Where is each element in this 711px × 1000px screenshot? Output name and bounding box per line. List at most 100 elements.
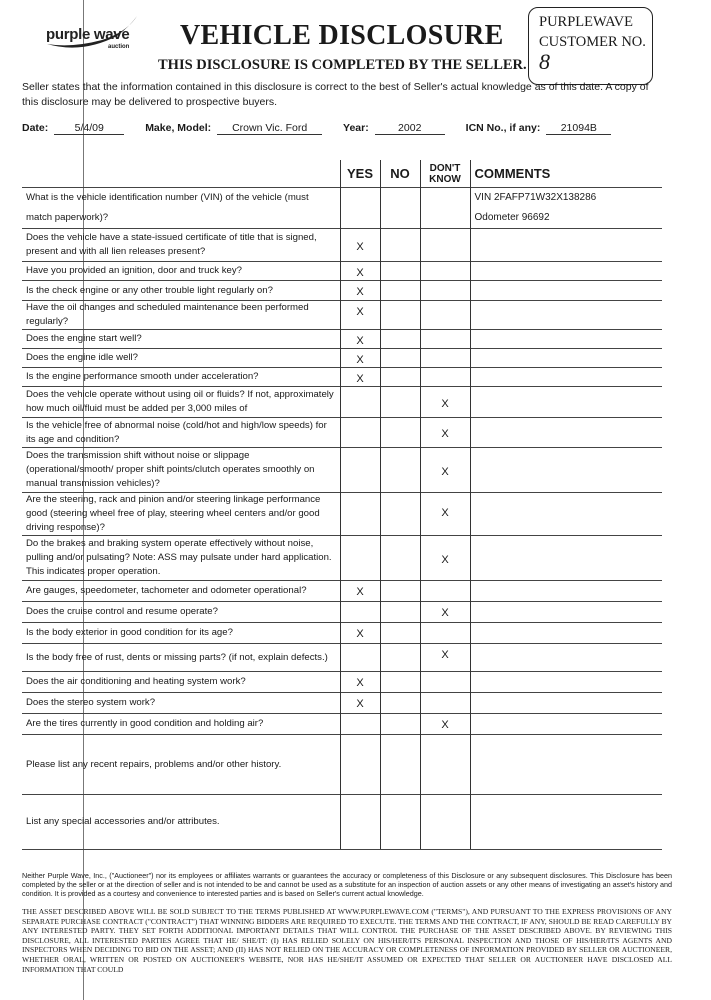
question-cell: Please list any recent repairs, problems…	[22, 734, 340, 795]
no-checkbox-cell[interactable]	[379, 187, 420, 229]
yes-checkbox-cell[interactable]	[339, 713, 380, 735]
dont-know-checkbox-cell[interactable]: X	[419, 713, 470, 735]
yes-checkbox-cell[interactable]	[339, 187, 380, 229]
yes-checkbox-cell[interactable]	[339, 601, 380, 623]
yes-checkbox-cell[interactable]: X	[339, 280, 380, 301]
no-checkbox-cell[interactable]	[379, 228, 420, 262]
comments-cell[interactable]	[469, 692, 662, 714]
no-checkbox-cell[interactable]	[379, 261, 420, 281]
comments-cell[interactable]	[469, 386, 662, 418]
table-row: Does the air conditioning and heating sy…	[22, 671, 662, 693]
no-checkbox-cell[interactable]	[379, 417, 420, 448]
no-checkbox-cell[interactable]	[379, 580, 420, 602]
comments-cell[interactable]	[469, 261, 662, 281]
dont-know-checkbox-cell[interactable]	[419, 794, 470, 850]
comments-cell[interactable]	[469, 671, 662, 693]
comments-cell[interactable]	[469, 329, 662, 349]
no-checkbox-cell[interactable]	[379, 300, 420, 330]
comments-cell[interactable]	[469, 280, 662, 301]
dont-know-checkbox-cell[interactable]	[419, 329, 470, 349]
comments-cell[interactable]	[469, 300, 662, 330]
no-checkbox-cell[interactable]	[379, 386, 420, 418]
yes-checkbox-cell[interactable]	[339, 417, 380, 448]
comments-cell[interactable]	[469, 228, 662, 262]
yes-checkbox-cell[interactable]	[339, 535, 380, 581]
yes-checkbox-cell[interactable]: X	[339, 329, 380, 349]
dont-know-checkbox-cell[interactable]	[419, 280, 470, 301]
dont-know-checkbox-cell[interactable]: X	[419, 492, 470, 536]
dont-know-checkbox-cell[interactable]	[419, 300, 470, 330]
comments-cell[interactable]	[469, 713, 662, 735]
yes-checkbox-cell[interactable]: X	[339, 692, 380, 714]
no-checkbox-cell[interactable]	[379, 601, 420, 623]
no-checkbox-cell[interactable]	[379, 492, 420, 536]
no-checkbox-cell[interactable]	[379, 447, 420, 493]
comments-cell[interactable]	[469, 643, 662, 672]
no-checkbox-cell[interactable]	[379, 535, 420, 581]
comments-cell[interactable]: VIN 2FAFP71W32X138286 Odometer 96692	[469, 187, 662, 229]
comments-cell[interactable]	[469, 367, 662, 387]
no-checkbox-cell[interactable]	[379, 692, 420, 714]
dont-know-checkbox-cell[interactable]	[419, 348, 470, 368]
yes-checkbox-cell[interactable]	[339, 447, 380, 493]
table-row: What is the vehicle identification numbe…	[22, 187, 662, 229]
dont-know-checkbox-cell[interactable]	[419, 692, 470, 714]
dont-know-checkbox-cell[interactable]	[419, 228, 470, 262]
comments-cell[interactable]	[469, 417, 662, 448]
yes-checkbox-cell[interactable]: X	[339, 622, 380, 644]
yes-checkbox-cell[interactable]	[339, 794, 380, 850]
no-checkbox-cell[interactable]	[379, 794, 420, 850]
make-model-field[interactable]: Crown Vic. Ford	[217, 122, 323, 135]
yes-checkbox-cell[interactable]: X	[339, 671, 380, 693]
no-checkbox-cell[interactable]	[379, 348, 420, 368]
no-checkbox-cell[interactable]	[379, 671, 420, 693]
comments-cell[interactable]	[469, 580, 662, 602]
no-checkbox-cell[interactable]	[379, 367, 420, 387]
yes-checkbox-cell[interactable]	[339, 492, 380, 536]
comments-cell[interactable]	[469, 535, 662, 581]
comments-cell[interactable]	[469, 622, 662, 644]
dont-know-checkbox-cell[interactable]	[419, 261, 470, 281]
question-cell: Does the engine idle well?	[22, 348, 340, 368]
no-checkbox-cell[interactable]	[379, 734, 420, 795]
comments-cell[interactable]	[469, 734, 662, 795]
no-checkbox-cell[interactable]	[379, 713, 420, 735]
yes-checkbox-cell[interactable]: X	[339, 580, 380, 602]
dont-know-checkbox-cell[interactable]	[419, 367, 470, 387]
icn-field[interactable]: 21094B	[546, 122, 612, 135]
yes-checkbox-cell[interactable]: X	[339, 367, 380, 387]
dont-know-checkbox-cell[interactable]: X	[419, 601, 470, 623]
dont-know-checkbox-cell[interactable]: X	[419, 535, 470, 581]
question-cell: Does the vehicle have a state-issued cer…	[22, 228, 340, 262]
no-checkbox-cell[interactable]	[379, 622, 420, 644]
yes-checkbox-cell[interactable]	[339, 734, 380, 795]
dont-know-checkbox-cell[interactable]	[419, 671, 470, 693]
year-field[interactable]: 2002	[374, 122, 445, 135]
dont-know-checkbox-cell[interactable]	[419, 734, 470, 795]
comments-cell[interactable]	[469, 447, 662, 493]
comments-cell[interactable]	[469, 492, 662, 536]
dont-know-checkbox-cell[interactable]	[419, 622, 470, 644]
dont-know-checkbox-cell[interactable]: X	[419, 417, 470, 448]
question-cell: Does the air conditioning and heating sy…	[22, 671, 340, 693]
date-field[interactable]: 5/4/09	[54, 122, 125, 135]
no-checkbox-cell[interactable]	[379, 280, 420, 301]
dont-know-checkbox-cell[interactable]: X	[419, 643, 470, 672]
yes-checkbox-cell[interactable]: X	[339, 348, 380, 368]
dont-know-checkbox-cell[interactable]	[419, 580, 470, 602]
yes-checkbox-cell[interactable]: X	[339, 261, 380, 281]
yes-checkbox-cell[interactable]: X	[339, 228, 380, 262]
no-checkbox-cell[interactable]	[379, 643, 420, 672]
dont-know-header: DON'T KNOW	[419, 160, 470, 188]
dont-know-checkbox-cell[interactable]	[419, 187, 470, 229]
yes-checkbox-cell[interactable]	[339, 386, 380, 418]
no-checkbox-cell[interactable]	[379, 329, 420, 349]
comment-line: Odometer 96692	[474, 212, 550, 223]
comments-cell[interactable]	[469, 348, 662, 368]
yes-checkbox-cell[interactable]: X	[339, 300, 380, 330]
comments-cell[interactable]	[469, 794, 662, 850]
yes-checkbox-cell[interactable]	[339, 643, 380, 672]
dont-know-checkbox-cell[interactable]: X	[419, 386, 470, 418]
dont-know-checkbox-cell[interactable]: X	[419, 447, 470, 493]
comments-cell[interactable]	[469, 601, 662, 623]
